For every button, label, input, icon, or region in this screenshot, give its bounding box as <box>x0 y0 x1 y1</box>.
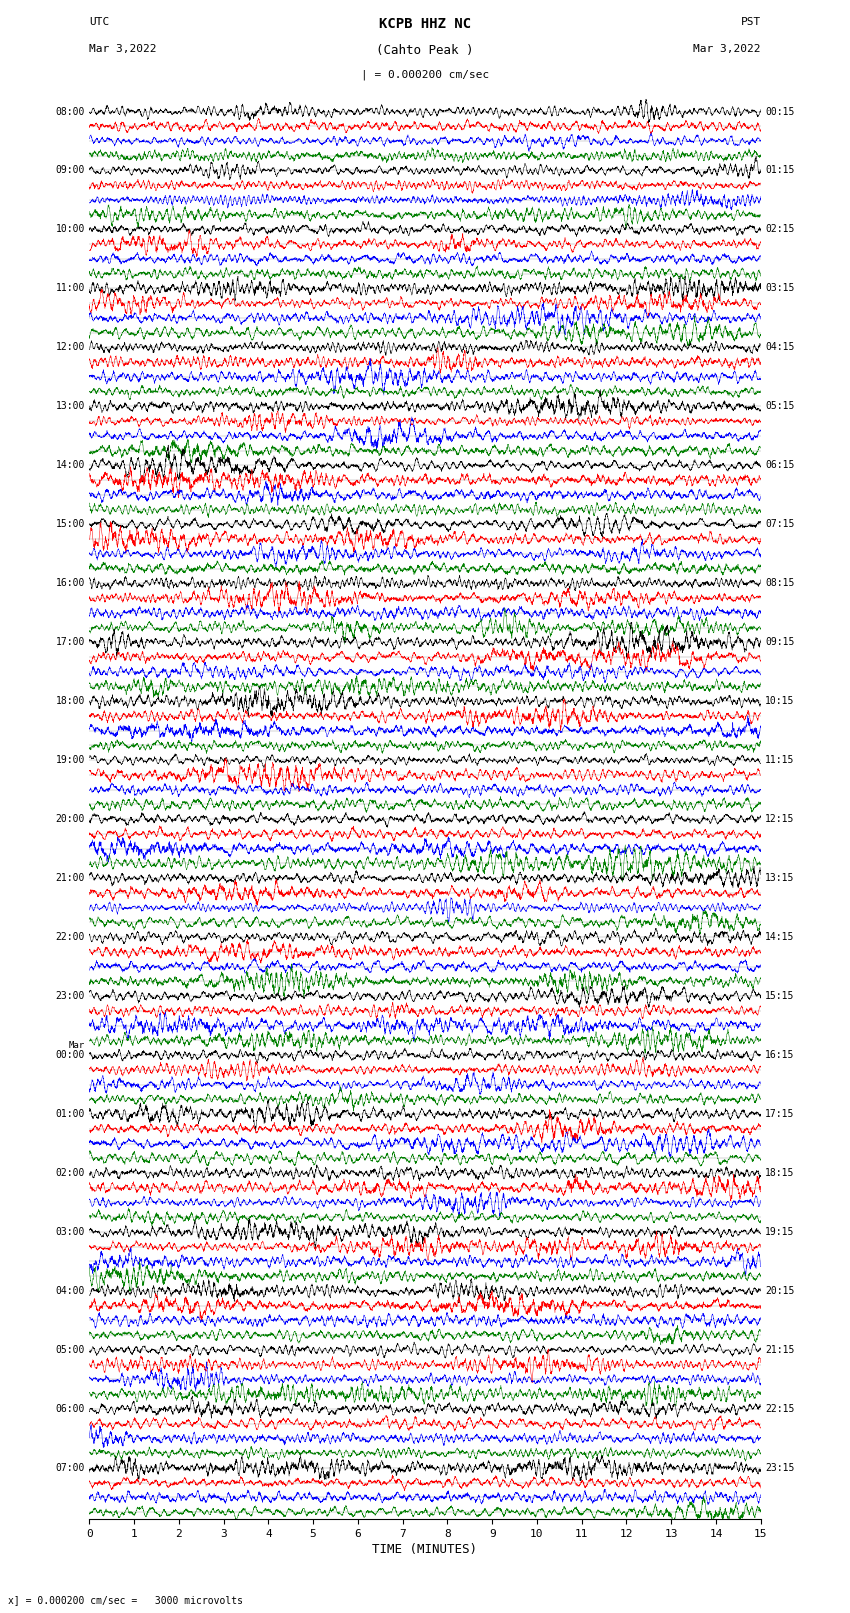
Text: 05:00: 05:00 <box>55 1345 85 1355</box>
Text: 09:15: 09:15 <box>765 637 795 647</box>
Text: Mar 3,2022: Mar 3,2022 <box>694 44 761 53</box>
Text: 03:00: 03:00 <box>55 1227 85 1237</box>
Text: 02:15: 02:15 <box>765 224 795 234</box>
Text: 05:15: 05:15 <box>765 402 795 411</box>
Text: 11:00: 11:00 <box>55 284 85 294</box>
Text: 06:15: 06:15 <box>765 460 795 471</box>
Text: Mar 3,2022: Mar 3,2022 <box>89 44 156 53</box>
Text: 01:15: 01:15 <box>765 166 795 176</box>
Text: 08:00: 08:00 <box>55 106 85 116</box>
Text: | = 0.000200 cm/sec: | = 0.000200 cm/sec <box>361 69 489 81</box>
Text: (Cahto Peak ): (Cahto Peak ) <box>377 44 473 56</box>
Text: 03:15: 03:15 <box>765 284 795 294</box>
Text: 02:00: 02:00 <box>55 1168 85 1177</box>
Text: 07:15: 07:15 <box>765 519 795 529</box>
Text: 15:15: 15:15 <box>765 990 795 1002</box>
Text: 20:00: 20:00 <box>55 815 85 824</box>
Text: 18:15: 18:15 <box>765 1168 795 1177</box>
Text: 07:00: 07:00 <box>55 1463 85 1473</box>
Text: 16:15: 16:15 <box>765 1050 795 1060</box>
Text: 10:15: 10:15 <box>765 697 795 706</box>
X-axis label: TIME (MINUTES): TIME (MINUTES) <box>372 1544 478 1557</box>
Text: 11:15: 11:15 <box>765 755 795 765</box>
Text: 08:15: 08:15 <box>765 579 795 589</box>
Text: 01:00: 01:00 <box>55 1110 85 1119</box>
Text: 04:15: 04:15 <box>765 342 795 352</box>
Text: 21:15: 21:15 <box>765 1345 795 1355</box>
Text: 14:15: 14:15 <box>765 932 795 942</box>
Text: x] = 0.000200 cm/sec =   3000 microvolts: x] = 0.000200 cm/sec = 3000 microvolts <box>8 1595 243 1605</box>
Text: 10:00: 10:00 <box>55 224 85 234</box>
Text: KCPB HHZ NC: KCPB HHZ NC <box>379 18 471 31</box>
Text: Mar: Mar <box>69 1040 85 1050</box>
Text: 19:15: 19:15 <box>765 1227 795 1237</box>
Text: 06:00: 06:00 <box>55 1403 85 1415</box>
Text: 13:15: 13:15 <box>765 873 795 884</box>
Text: 23:00: 23:00 <box>55 990 85 1002</box>
Text: 20:15: 20:15 <box>765 1286 795 1295</box>
Text: 09:00: 09:00 <box>55 166 85 176</box>
Text: 04:00: 04:00 <box>55 1286 85 1295</box>
Text: 00:00: 00:00 <box>55 1050 85 1060</box>
Text: 19:00: 19:00 <box>55 755 85 765</box>
Text: 15:00: 15:00 <box>55 519 85 529</box>
Text: 18:00: 18:00 <box>55 697 85 706</box>
Text: 17:00: 17:00 <box>55 637 85 647</box>
Text: 22:00: 22:00 <box>55 932 85 942</box>
Text: UTC: UTC <box>89 18 110 27</box>
Text: 21:00: 21:00 <box>55 873 85 884</box>
Text: 17:15: 17:15 <box>765 1110 795 1119</box>
Text: 16:00: 16:00 <box>55 579 85 589</box>
Text: 12:00: 12:00 <box>55 342 85 352</box>
Text: 23:15: 23:15 <box>765 1463 795 1473</box>
Text: 12:15: 12:15 <box>765 815 795 824</box>
Text: 13:00: 13:00 <box>55 402 85 411</box>
Text: 00:15: 00:15 <box>765 106 795 116</box>
Text: 14:00: 14:00 <box>55 460 85 471</box>
Text: PST: PST <box>740 18 761 27</box>
Text: 22:15: 22:15 <box>765 1403 795 1415</box>
